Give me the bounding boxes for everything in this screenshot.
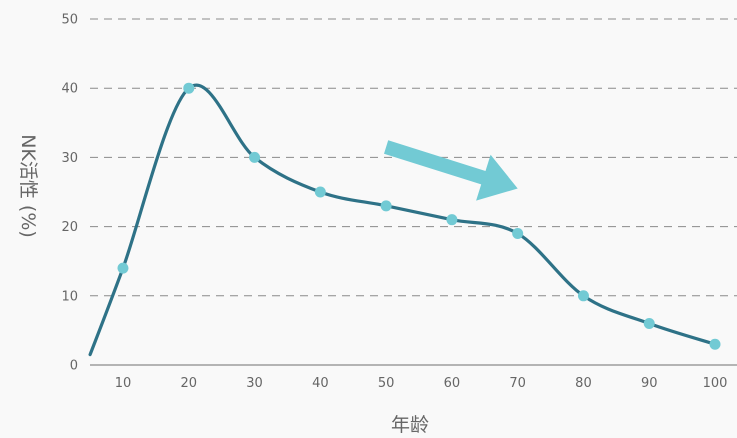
x-tick-label: 100 — [703, 376, 728, 391]
series-line — [88, 83, 717, 357]
x-tick-label: 40 — [312, 376, 329, 391]
x-axis-title: 年龄 — [391, 414, 429, 434]
trend-annotation — [384, 140, 518, 201]
x-tick-label: 20 — [181, 376, 198, 391]
y-axis-tick-labels: 0 10 20 30 40 50 — [61, 13, 78, 374]
data-point — [643, 317, 655, 329]
data-point — [183, 82, 195, 94]
data-point — [512, 228, 524, 240]
y-tick-label: 20 — [61, 220, 78, 235]
y-tick-label: 30 — [61, 151, 78, 166]
data-point — [117, 262, 129, 274]
x-tick-label: 10 — [115, 376, 132, 391]
y-tick-label: 40 — [61, 82, 78, 97]
y-tick-label: 50 — [61, 13, 78, 28]
y-tick-label: 10 — [61, 289, 78, 304]
y-tick-label: 0 — [70, 359, 78, 374]
x-tick-label: 50 — [378, 376, 395, 391]
x-tick-label: 90 — [641, 376, 658, 391]
data-point — [709, 338, 721, 350]
data-point — [314, 186, 326, 198]
data-point — [249, 151, 261, 163]
data-point — [577, 290, 589, 302]
x-axis-tick-labels: 10 20 30 40 50 60 70 80 90 100 — [115, 376, 728, 391]
x-tick-label: 30 — [246, 376, 263, 391]
series-layer — [88, 83, 717, 357]
y-axis-title: NK活性 (%) — [17, 134, 39, 238]
data-point — [380, 200, 392, 212]
x-tick-label: 80 — [575, 376, 592, 391]
x-tick-label: 70 — [509, 376, 526, 391]
data-point — [446, 214, 458, 226]
x-tick-label: 60 — [444, 376, 461, 391]
data-point-markers — [117, 82, 721, 350]
trend-arrow — [384, 140, 518, 201]
